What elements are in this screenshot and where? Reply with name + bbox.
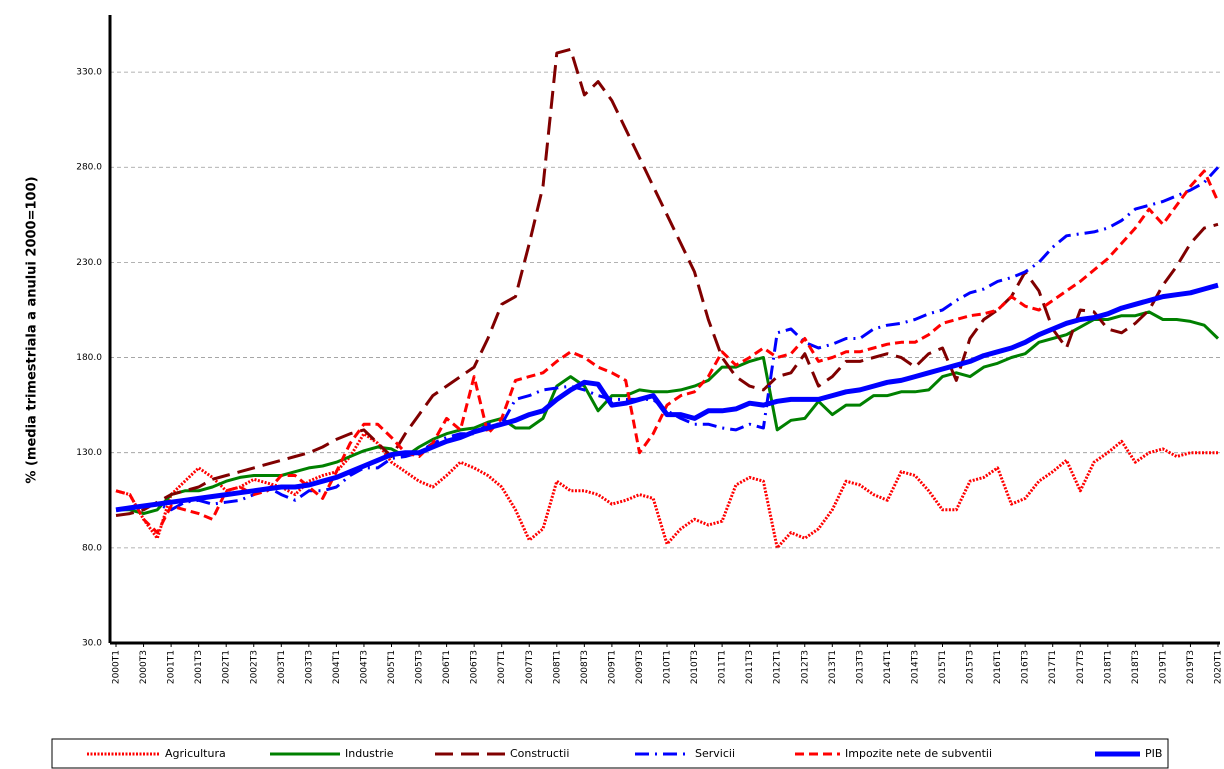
legend-label: PIB [1145,747,1162,760]
legend-box [51,738,1169,769]
x-tick-label: 2013T3 [855,650,865,684]
x-tick-label: 2012T1 [773,650,783,684]
x-tick-label: 2017T3 [1076,650,1086,684]
x-tick-label: 2006T3 [470,650,480,684]
x-tick-label: 2005T3 [415,650,425,684]
x-tick-label: 2009T3 [635,650,645,684]
y-tick-label: 230.0 [76,258,102,268]
x-tick-label: 2010T3 [690,650,700,684]
x-tick-label: 2004T3 [359,650,369,684]
x-tick-label: 2008T3 [580,650,590,684]
x-tick-label: 2010T1 [663,650,673,684]
x-tick-label: 2014T1 [883,650,893,684]
y-tick-label: 330.0 [76,68,102,78]
x-tick-label: 2004T1 [332,650,342,684]
x-tick-label: 2018T3 [1131,650,1141,684]
x-tick-label: 2011T1 [718,650,728,684]
legend-label: Agricultura [165,747,226,760]
x-tick-label: 2005T1 [387,650,397,684]
y-axis-title: % (media trimestriala a anului 2000=100) [25,176,40,483]
x-tick-label: 2013T1 [828,650,838,684]
x-tick-label: 2014T3 [910,650,920,684]
y-tick-label: 180.0 [76,353,102,363]
x-tick-label: 2008T1 [552,650,562,684]
x-tick-label: 2009T1 [607,650,617,684]
x-tick-label: 2000T3 [139,650,149,684]
series-line [115,169,1220,535]
x-tick-label: 2003T1 [277,650,287,684]
series-line [115,282,1219,513]
y-tick-label: 130.0 [76,448,102,458]
x-tick-label: 2016T3 [1021,650,1031,684]
x-tick-label: 2017T1 [1048,650,1058,684]
y-tick-label: 30.0 [82,639,102,649]
x-tick-label: 2015T3 [966,650,976,684]
legend-label: Industrie [345,747,394,760]
series-line [116,310,1220,516]
x-tick-label: 2016T1 [993,650,1003,684]
legend-label: Servicii [695,747,735,760]
y-tick-label: 280.0 [76,163,102,173]
x-tick-label: 2012T3 [800,650,810,684]
x-tick-label: 2011T3 [745,650,755,684]
x-tick-label: 2019T1 [1158,650,1168,684]
x-tick-label: 2020T1 [1214,650,1224,684]
x-tick-label: 2007T1 [497,650,507,684]
legend-label: Constructii [510,747,569,760]
series-line [115,47,1219,517]
legend-label: Impozite nete de subventii [845,747,992,760]
x-tick-label: 2006T1 [442,650,452,684]
series-line [115,166,1220,512]
x-tick-label: 2007T3 [525,650,535,684]
series-line [115,432,1218,550]
y-tick-label: 80.0 [82,543,102,553]
x-tick-label: 2019T3 [1186,650,1196,684]
x-tick-label: 2015T1 [938,650,948,684]
x-tick-label: 2003T3 [304,650,314,684]
x-tick-label: 2002T3 [249,650,259,684]
x-tick-label: 2000T1 [112,650,122,684]
x-tick-label: 2018T1 [1103,650,1113,684]
x-tick-label: 2002T1 [222,650,232,684]
x-tick-label: 2001T3 [194,650,204,684]
x-tick-label: 2001T1 [167,650,177,684]
